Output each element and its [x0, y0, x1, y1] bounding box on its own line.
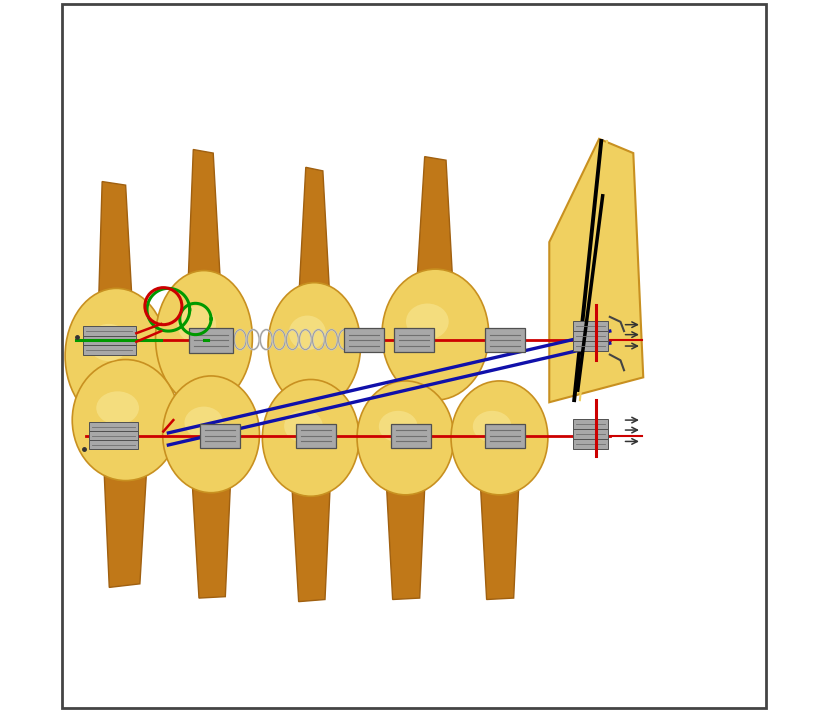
- FancyBboxPatch shape: [572, 429, 608, 439]
- Polygon shape: [477, 441, 520, 600]
- FancyBboxPatch shape: [83, 326, 136, 335]
- Ellipse shape: [162, 376, 259, 493]
- Ellipse shape: [268, 283, 361, 408]
- Ellipse shape: [262, 379, 359, 496]
- Polygon shape: [189, 440, 232, 598]
- Ellipse shape: [88, 324, 129, 361]
- FancyBboxPatch shape: [295, 424, 335, 448]
- FancyBboxPatch shape: [390, 424, 431, 448]
- Polygon shape: [296, 167, 332, 340]
- FancyBboxPatch shape: [572, 419, 608, 429]
- Ellipse shape: [177, 306, 216, 343]
- Ellipse shape: [284, 410, 323, 442]
- FancyBboxPatch shape: [572, 331, 608, 341]
- FancyBboxPatch shape: [572, 341, 608, 351]
- FancyBboxPatch shape: [88, 440, 138, 449]
- Polygon shape: [414, 157, 455, 329]
- Polygon shape: [186, 150, 223, 333]
- Polygon shape: [384, 441, 426, 600]
- Ellipse shape: [356, 381, 453, 495]
- FancyBboxPatch shape: [572, 321, 608, 331]
- Ellipse shape: [405, 303, 448, 340]
- FancyBboxPatch shape: [394, 328, 433, 352]
- FancyBboxPatch shape: [485, 424, 524, 448]
- FancyBboxPatch shape: [83, 345, 136, 355]
- Ellipse shape: [65, 288, 167, 424]
- Polygon shape: [97, 182, 135, 352]
- FancyBboxPatch shape: [83, 335, 136, 345]
- FancyBboxPatch shape: [189, 328, 233, 353]
- Ellipse shape: [155, 271, 252, 406]
- FancyBboxPatch shape: [344, 328, 384, 352]
- Ellipse shape: [472, 411, 511, 442]
- FancyBboxPatch shape: [572, 439, 608, 449]
- Ellipse shape: [381, 269, 488, 400]
- Ellipse shape: [451, 381, 547, 495]
- FancyBboxPatch shape: [88, 422, 138, 431]
- Polygon shape: [548, 139, 643, 402]
- Polygon shape: [289, 443, 332, 602]
- Polygon shape: [102, 427, 149, 587]
- Ellipse shape: [379, 411, 417, 442]
- FancyBboxPatch shape: [88, 431, 138, 440]
- Ellipse shape: [72, 360, 179, 481]
- FancyBboxPatch shape: [200, 424, 240, 448]
- Ellipse shape: [96, 392, 139, 424]
- FancyBboxPatch shape: [485, 328, 524, 352]
- Ellipse shape: [289, 315, 326, 350]
- Ellipse shape: [184, 407, 223, 439]
